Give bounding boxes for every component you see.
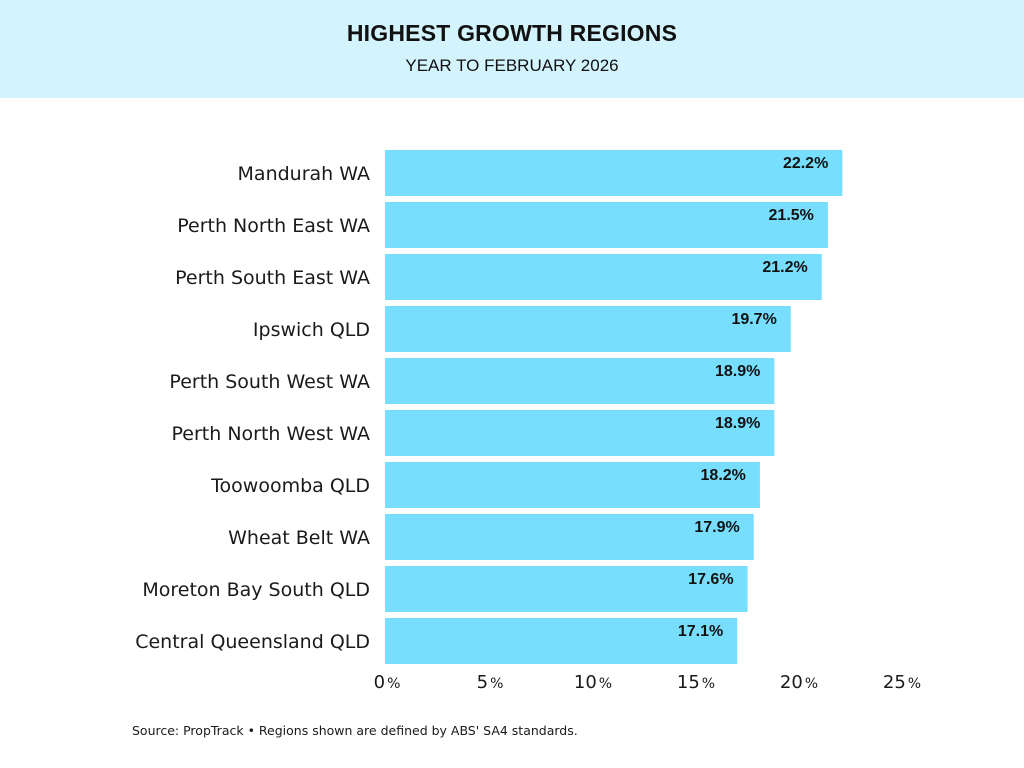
- bar: [385, 254, 822, 300]
- bar: [385, 202, 828, 248]
- value-label: 17.6%: [688, 571, 733, 588]
- x-tick-label: 20%: [780, 672, 818, 693]
- category-label: Perth South West WA: [169, 371, 370, 393]
- bar: [385, 618, 738, 664]
- value-label: 18.9%: [715, 415, 760, 432]
- x-tick-label: 10%: [574, 672, 612, 693]
- bar: [385, 462, 760, 508]
- category-label: Perth South East WA: [175, 267, 370, 289]
- value-label: 22.2%: [783, 155, 828, 172]
- category-label: Moreton Bay South QLD: [142, 579, 370, 601]
- x-tick-label: 15%: [677, 672, 715, 693]
- value-label: 21.5%: [769, 207, 814, 224]
- x-tick-label: 25%: [883, 672, 921, 693]
- bar: [385, 514, 754, 560]
- bar: [385, 410, 775, 456]
- chart-subtitle: YEAR TO FEBRUARY 2026: [405, 56, 619, 75]
- category-label: Toowoomba QLD: [210, 475, 370, 497]
- category-label: Mandurah WA: [238, 163, 370, 185]
- value-label: 21.2%: [762, 259, 807, 276]
- category-label: Ipswich QLD: [253, 319, 370, 341]
- bar: [385, 358, 775, 404]
- bar: [385, 306, 791, 352]
- bar: [385, 566, 748, 612]
- value-label: 18.2%: [701, 467, 746, 484]
- category-label: Perth North West WA: [172, 423, 371, 445]
- value-label: 19.7%: [731, 311, 776, 328]
- category-label: Perth North East WA: [177, 215, 370, 237]
- chart-title: HIGHEST GROWTH REGIONS: [346, 20, 678, 46]
- value-label: 17.9%: [694, 519, 739, 536]
- header-banner: HIGHEST GROWTH REGIONS YEAR TO FEBRUARY …: [0, 0, 1024, 98]
- x-tick-label: 0%: [374, 672, 401, 693]
- value-label: 18.9%: [715, 363, 760, 380]
- bar: [385, 150, 843, 196]
- x-tick-label: 5%: [477, 672, 504, 693]
- source-note: Source: PropTrack • Regions shown are de…: [132, 723, 578, 738]
- value-label: 17.1%: [678, 623, 723, 640]
- category-label: Central Queensland QLD: [135, 631, 370, 653]
- category-label: Wheat Belt WA: [228, 527, 370, 549]
